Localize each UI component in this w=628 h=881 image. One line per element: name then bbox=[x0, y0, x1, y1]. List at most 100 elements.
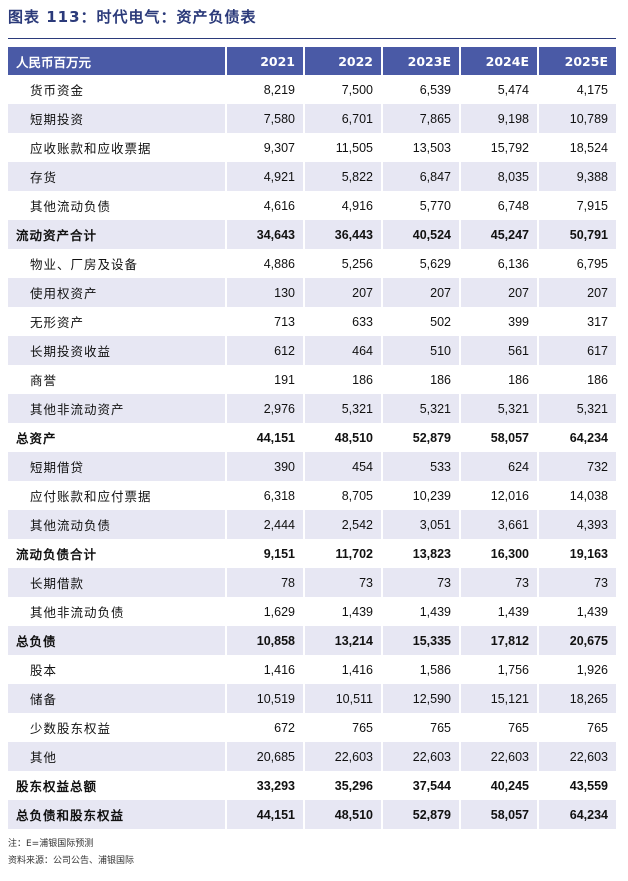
value-cell: 64,234 bbox=[537, 423, 616, 452]
value-cell: 186 bbox=[537, 365, 616, 394]
value-cell: 672 bbox=[225, 713, 304, 742]
value-cell: 3,051 bbox=[381, 510, 460, 539]
row-label: 股东权益总额 bbox=[16, 779, 98, 794]
balance-sheet-table: 人民币百万元 2021 2022 2023E 2024E 2025E 货币资金 8,219 7… bbox=[8, 47, 616, 829]
value-cell: 5,321 bbox=[303, 394, 382, 423]
value-cell: 2,542 bbox=[303, 510, 382, 539]
table-row: 应收账款和应收票据 9,307 11,505 13,503 15,792 18,524 bbox=[8, 133, 616, 162]
value-cell: 612 bbox=[225, 336, 304, 365]
row-label: 其他非流动资产 bbox=[8, 394, 226, 423]
value-cell: 10,239 bbox=[381, 481, 460, 510]
table-row: 短期投资 7,580 6,701 7,865 9,198 10,789 bbox=[8, 104, 616, 133]
row-label: 流动负债合计 bbox=[16, 547, 98, 562]
value-cell: 1,416 bbox=[303, 655, 382, 684]
value-cell: 4,175 bbox=[537, 75, 616, 104]
value-cell: 191 bbox=[225, 365, 304, 394]
table-row: 股东权益总额 33,293 35,296 37,544 40,245 43,559 bbox=[8, 771, 616, 800]
footnote: 资料来源：公司公告、浦银国际 bbox=[8, 856, 135, 866]
value-cell: 390 bbox=[225, 452, 304, 481]
row-label: 长期投资收益 bbox=[8, 336, 226, 365]
value-cell: 44,151 bbox=[225, 800, 304, 829]
table-row: 长期投资收益 612 464 510 561 617 bbox=[8, 336, 616, 365]
value-cell: 1,629 bbox=[225, 597, 304, 626]
row-label: 使用权资产 bbox=[8, 278, 226, 307]
table-row: 无形资产 713 633 502 399 317 bbox=[8, 307, 616, 336]
value-cell: 16,300 bbox=[459, 539, 538, 568]
value-cell: 6,847 bbox=[381, 162, 460, 191]
header-row: 人民币百万元 2021 2022 2023E 2024E 2025E bbox=[8, 47, 616, 75]
value-cell: 502 bbox=[381, 307, 460, 336]
table-row: 储备 10,519 10,511 12,590 15,121 18,265 bbox=[8, 684, 616, 713]
value-cell: 14,038 bbox=[537, 481, 616, 510]
table-row: 长期借款 78 73 73 73 73 bbox=[8, 568, 616, 597]
value-cell: 713 bbox=[225, 307, 304, 336]
value-cell: 5,474 bbox=[459, 75, 538, 104]
table-row: 使用权资产 130 207 207 207 207 bbox=[8, 278, 616, 307]
value-cell: 765 bbox=[459, 713, 538, 742]
value-cell: 1,439 bbox=[303, 597, 382, 626]
value-cell: 6,318 bbox=[225, 481, 304, 510]
value-cell: 7,865 bbox=[381, 104, 460, 133]
table-row: 其他非流动负债 1,629 1,439 1,439 1,439 1,439 bbox=[8, 597, 616, 626]
value-cell: 4,393 bbox=[537, 510, 616, 539]
value-cell: 73 bbox=[381, 568, 460, 597]
value-cell: 58,057 bbox=[459, 800, 538, 829]
value-cell: 5,321 bbox=[459, 394, 538, 423]
table-row: 物业、厂房及设备 4,886 5,256 5,629 6,136 6,795 bbox=[8, 249, 616, 278]
value-cell: 6,539 bbox=[381, 75, 460, 104]
value-cell: 765 bbox=[537, 713, 616, 742]
value-cell: 4,916 bbox=[303, 191, 382, 220]
value-cell: 78 bbox=[225, 568, 304, 597]
value-cell: 18,524 bbox=[537, 133, 616, 162]
value-cell: 37,544 bbox=[381, 771, 460, 800]
title: 图表 113：时代电气：资产负债表 bbox=[8, 8, 257, 26]
value-cell: 1,756 bbox=[459, 655, 538, 684]
table-row: 总负债和股东权益 44,151 48,510 52,879 58,057 64,234 bbox=[8, 800, 616, 829]
value-cell: 34,643 bbox=[225, 220, 304, 249]
row-label: 商誉 bbox=[30, 373, 58, 388]
header-cell: 2023E bbox=[381, 47, 460, 75]
value-cell: 633 bbox=[303, 307, 382, 336]
value-cell: 22,603 bbox=[303, 742, 382, 771]
table-row: 短期借贷 390 454 533 624 732 bbox=[8, 452, 616, 481]
row-label: 应收账款和应收票据 bbox=[30, 141, 152, 156]
value-cell: 207 bbox=[303, 278, 382, 307]
value-cell: 1,586 bbox=[381, 655, 460, 684]
value-cell: 10,858 bbox=[225, 626, 304, 655]
row-label: 流动资产合计 bbox=[8, 220, 226, 249]
value-cell: 1,926 bbox=[537, 655, 616, 684]
value-cell: 6,748 bbox=[459, 191, 538, 220]
value-cell: 9,307 bbox=[225, 133, 304, 162]
value-cell: 130 bbox=[225, 278, 304, 307]
value-cell: 36,443 bbox=[303, 220, 382, 249]
value-cell: 50,791 bbox=[537, 220, 616, 249]
table-row: 货币资金 8,219 7,500 6,539 5,474 4,175 bbox=[8, 75, 616, 104]
value-cell: 8,705 bbox=[303, 481, 382, 510]
row-label: 其他流动负债 bbox=[30, 199, 112, 214]
value-cell: 9,151 bbox=[225, 539, 304, 568]
table-row: 商誉 191 186 186 186 186 bbox=[8, 365, 616, 394]
value-cell: 33,293 bbox=[225, 771, 304, 800]
value-cell: 1,439 bbox=[459, 597, 538, 626]
value-cell: 5,770 bbox=[381, 191, 460, 220]
value-cell: 454 bbox=[303, 452, 382, 481]
value-cell: 6,795 bbox=[537, 249, 616, 278]
value-cell: 765 bbox=[303, 713, 382, 742]
value-cell: 64,234 bbox=[537, 800, 616, 829]
value-cell: 45,247 bbox=[459, 220, 538, 249]
value-cell: 9,388 bbox=[537, 162, 616, 191]
value-cell: 11,702 bbox=[303, 539, 382, 568]
value-cell: 6,701 bbox=[303, 104, 382, 133]
value-cell: 4,616 bbox=[225, 191, 304, 220]
table-row: 其他 20,685 22,603 22,603 22,603 22,603 bbox=[8, 742, 616, 771]
value-cell: 48,510 bbox=[303, 423, 382, 452]
table-row: 应付账款和应付票据 6,318 8,705 10,239 12,016 14,038 bbox=[8, 481, 616, 510]
value-cell: 1,439 bbox=[537, 597, 616, 626]
table-row: 流动资产合计 34,643 36,443 40,524 45,247 50,791 bbox=[8, 220, 616, 249]
header-cell: 2025E bbox=[537, 47, 616, 75]
value-cell: 533 bbox=[381, 452, 460, 481]
value-cell: 5,321 bbox=[537, 394, 616, 423]
value-cell: 13,823 bbox=[381, 539, 460, 568]
value-cell: 10,511 bbox=[303, 684, 382, 713]
value-cell: 43,559 bbox=[537, 771, 616, 800]
